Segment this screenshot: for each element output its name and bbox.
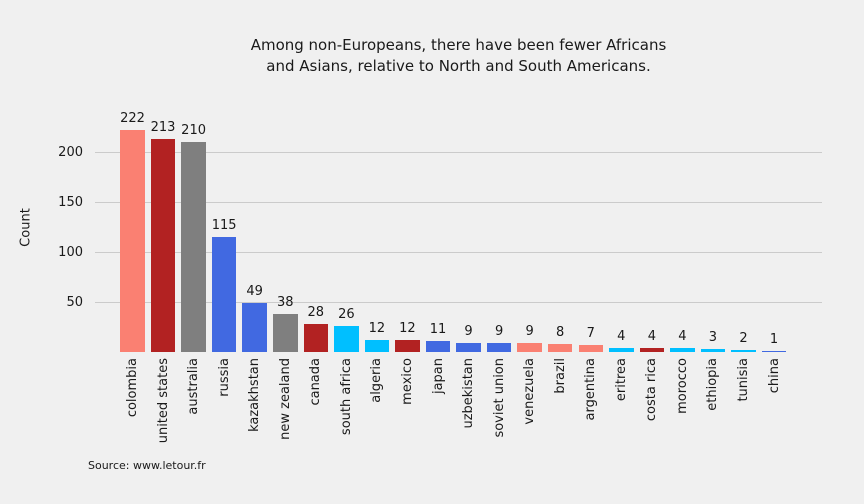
x-tick-label-china: china — [766, 358, 782, 394]
bar-value-label-japan: 11 — [429, 322, 447, 337]
x-tick-label-kazakhstan: kazakhstan — [247, 358, 263, 432]
bar-australia — [181, 142, 206, 352]
bar-colombia — [120, 130, 145, 352]
x-tick-label-new-zealand: new zealand — [277, 358, 293, 440]
bar-value-label-uzbekistan: 9 — [464, 324, 473, 339]
bar-ethiopia — [700, 349, 726, 352]
bar-china — [761, 351, 787, 352]
bar-value-label-venezuela: 9 — [525, 324, 534, 339]
bar-value-label-russia: 115 — [211, 218, 237, 233]
bar-new-zealand — [273, 314, 298, 352]
bar-japan — [425, 341, 451, 352]
bar-value-label-colombia: 222 — [120, 111, 145, 126]
bar-value-label-eritrea: 4 — [617, 329, 626, 344]
bar-value-label-new-zealand: 38 — [276, 295, 294, 310]
bar-venezuela — [517, 343, 542, 352]
y-tick-label-200: 200 — [58, 145, 83, 160]
gridline-y100 — [95, 252, 822, 253]
bar-value-label-argentina: 7 — [586, 326, 595, 341]
bar-value-label-brazil: 8 — [556, 325, 565, 340]
y-tick-label-150: 150 — [58, 195, 83, 210]
bar-value-label-mexico: 12 — [399, 321, 416, 336]
x-tick-label-united-states: united states — [155, 358, 171, 444]
x-tick-label-morocco: morocco — [674, 358, 690, 414]
bar-value-label-algeria: 12 — [368, 321, 386, 336]
x-tick-label-mexico: mexico — [399, 358, 415, 405]
chart-title: Among non-Europeans, there have been few… — [95, 35, 822, 77]
bar-mexico — [395, 340, 420, 352]
bar-argentina — [578, 345, 603, 352]
bar-value-label-ethiopia: 3 — [708, 330, 718, 345]
x-tick-label-australia: australia — [186, 358, 202, 415]
gridline-y150 — [95, 202, 822, 203]
bar-value-label-united-states: 213 — [150, 120, 176, 135]
bar-russia — [211, 237, 237, 352]
bar-algeria — [364, 340, 390, 352]
bar-value-label-china: 1 — [769, 332, 779, 347]
source-note: Source: www.letour.fr — [88, 459, 206, 472]
bar-costa-rica — [639, 348, 665, 352]
bar-eritrea — [609, 348, 634, 352]
x-tick-label-eritrea: eritrea — [613, 358, 629, 402]
x-tick-label-russia: russia — [216, 358, 232, 397]
x-tick-label-canada: canada — [308, 358, 324, 406]
x-tick-label-colombia: colombia — [125, 358, 140, 418]
bar-value-label-costa-rica: 4 — [647, 329, 656, 344]
y-tick-label-50: 50 — [66, 295, 83, 310]
bar-soviet-union — [486, 343, 512, 352]
bar-united-states — [150, 139, 176, 352]
bar-kazakhstan — [242, 303, 267, 352]
bar-tunisia — [731, 350, 756, 352]
bar-value-label-australia: 210 — [181, 123, 206, 138]
bar-value-label-canada: 28 — [307, 305, 325, 320]
x-tick-label-tunisia: tunisia — [736, 358, 751, 402]
x-tick-label-algeria: algeria — [369, 358, 385, 403]
bar-value-label-soviet-union: 9 — [494, 324, 504, 339]
bar-canada — [303, 324, 329, 352]
x-tick-label-south-africa: south africa — [338, 358, 354, 436]
plot-area — [95, 102, 822, 352]
x-tick-label-uzbekistan: uzbekistan — [461, 358, 477, 429]
y-tick-label-100: 100 — [58, 245, 83, 260]
x-tick-label-costa-rica: costa rica — [644, 358, 660, 422]
bar-south-africa — [334, 326, 359, 352]
x-tick-label-ethiopia: ethiopia — [705, 358, 721, 411]
bar-value-label-morocco: 4 — [678, 329, 687, 344]
chart-title-line1: Among non-Europeans, there have been few… — [250, 36, 667, 54]
bar-value-label-tunisia: 2 — [739, 331, 748, 346]
y-axis-label: Count — [18, 208, 34, 247]
x-tick-label-argentina: argentina — [583, 358, 599, 421]
bar-brazil — [547, 344, 573, 352]
gridline-y200 — [95, 152, 822, 153]
chart-title-line2: and Asians, relative to North and South … — [266, 57, 651, 75]
x-tick-label-soviet-union: soviet union — [491, 358, 507, 438]
x-tick-label-japan: japan — [430, 358, 446, 395]
bar-value-label-south-africa: 26 — [338, 307, 355, 322]
bar-morocco — [670, 348, 695, 352]
bar-uzbekistan — [456, 343, 481, 352]
gridline-y50 — [95, 302, 822, 303]
bar-value-label-kazakhstan: 49 — [246, 284, 263, 299]
x-tick-label-brazil: brazil — [552, 358, 568, 394]
x-tick-label-venezuela: venezuela — [522, 358, 538, 425]
